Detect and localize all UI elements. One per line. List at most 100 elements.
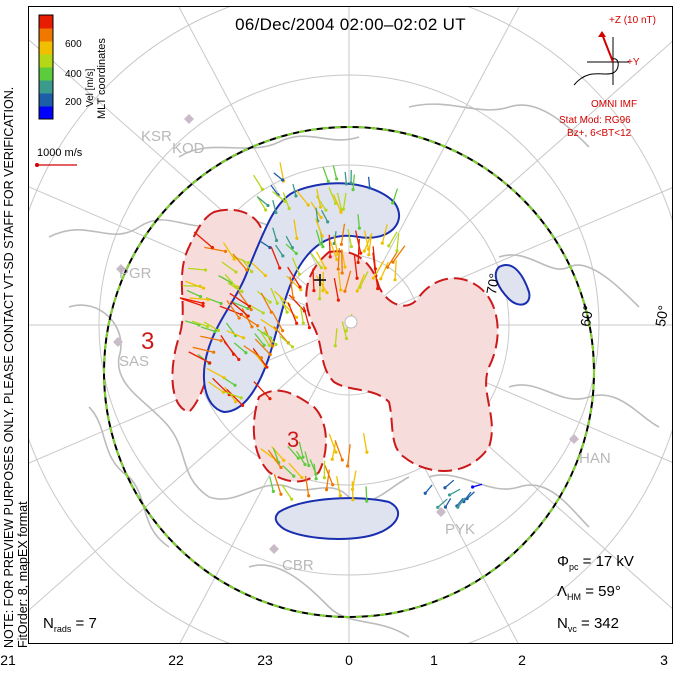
- velocity-vector: [224, 391, 242, 399]
- velocity-vector: [304, 451, 310, 466]
- velocity-vector-origin: [274, 238, 279, 243]
- mlt-tick-1: 1: [430, 652, 438, 668]
- velocity-vector-origin: [387, 244, 391, 248]
- velocity-vector: [257, 196, 269, 206]
- velocity-vector: [362, 432, 368, 453]
- velocity-vector: [392, 245, 406, 263]
- velocity-vector-origin: [356, 260, 360, 265]
- velocity-vector: [328, 187, 337, 204]
- velocity-vector: [347, 228, 353, 247]
- mlt-tick-21: 21: [0, 652, 16, 668]
- velocity-vector: [274, 290, 290, 306]
- velocity-vector: [437, 498, 448, 508]
- velocity-vector: [253, 174, 263, 190]
- velocity-vector-origin: [295, 315, 299, 320]
- velocity-vector-origin: [339, 288, 343, 292]
- velocity-vector: [241, 308, 253, 328]
- velocity-vector: [273, 172, 284, 181]
- velocity-vector-origin: [391, 260, 395, 264]
- velocity-vector: [313, 463, 317, 479]
- vector-count: Nvc = 342: [557, 615, 619, 634]
- velocity-vector: [229, 292, 250, 307]
- velocity-vector-origin: [283, 199, 287, 203]
- velocity-vector: [288, 462, 303, 478]
- radar-sas: SAS: [119, 353, 150, 370]
- velocity-vector: [315, 218, 323, 237]
- scale-vector-label: 1000 m/s: [37, 147, 83, 159]
- velocity-vector-origin: [271, 344, 275, 348]
- radar-pgr: PGR: [119, 265, 152, 282]
- velocity-vector-origin: [343, 289, 347, 293]
- velocity-vector: [341, 248, 346, 268]
- velocity-vector-origin: [340, 271, 344, 275]
- velocity-vector-origin: [471, 485, 475, 489]
- velocity-vector-origin: [338, 494, 342, 498]
- velocity-vector: [315, 275, 328, 293]
- radar-marker-pyk: [436, 507, 446, 517]
- velocity-vector-origin: [234, 400, 238, 404]
- velocity-vector-origin: [376, 286, 380, 291]
- velocity-vector-origin: [357, 226, 361, 230]
- velocity-vector: [279, 335, 293, 348]
- velocity-vector-origin: [222, 376, 226, 380]
- colorbar-segment: [39, 41, 53, 55]
- velocity-vector: [344, 171, 348, 184]
- velocity-vector-origin: [324, 208, 328, 212]
- velocity-vector-origin: [295, 236, 299, 240]
- velocity-vector: [328, 433, 337, 453]
- velocity-vector: [203, 321, 219, 332]
- velocity-vector-origin: [279, 465, 283, 470]
- velocity-vector: [337, 248, 340, 270]
- velocity-vector: [270, 184, 279, 196]
- velocity-vector-origin: [262, 343, 266, 347]
- imf-dial: [573, 31, 629, 86]
- velocity-vector-origin: [344, 336, 349, 341]
- velocity-vector-origin: [299, 288, 303, 292]
- velocity-vector-origin: [336, 267, 340, 271]
- velocity-vector: [260, 292, 272, 313]
- velocity-vector-origin: [436, 505, 440, 509]
- velocity-vector-origin: [268, 245, 272, 250]
- velocity-vector: [357, 214, 361, 229]
- velocity-vector: [336, 192, 343, 211]
- velocity-vector: [352, 174, 355, 190]
- velocity-vector-origin: [221, 390, 226, 394]
- velocity-vector: [337, 271, 342, 291]
- velocity-vector: [365, 486, 368, 502]
- map-title: 06/Dec/2004 02:00–02:02 UT: [235, 15, 466, 34]
- velocity-vector: [357, 238, 360, 263]
- velocity-vector: [346, 444, 351, 467]
- velocity-vector: [259, 329, 270, 346]
- radar-ksr: KSR: [141, 128, 172, 145]
- velocity-vector-origin: [339, 210, 343, 214]
- velocity-vector: [341, 321, 348, 339]
- velocity-vector-origin: [368, 186, 372, 190]
- velocity-vector-origin: [250, 270, 254, 274]
- velocity-vector-origin: [281, 178, 285, 182]
- velocity-vector-origin: [335, 177, 339, 181]
- velocity-vector: [269, 476, 274, 492]
- velocity-vector-origin: [318, 242, 323, 246]
- velocity-vector: [281, 484, 293, 500]
- velocity-vector-origin: [366, 247, 371, 251]
- velocity-vector: [285, 243, 297, 254]
- velocity-vector-origin: [362, 249, 366, 253]
- velocity-vector-origin: [339, 242, 343, 246]
- velocity-vector: [224, 274, 237, 288]
- velocity-vector: [240, 313, 258, 327]
- velocity-vector: [315, 229, 322, 245]
- velocity-vector-origin: [385, 265, 390, 269]
- velocity-vector-origin: [203, 268, 208, 272]
- velocity-vector: [386, 249, 399, 268]
- velocity-vector-origin: [246, 261, 251, 265]
- velocity-vector-origin: [443, 505, 448, 509]
- velocity-vector-origin: [212, 350, 216, 354]
- velocity-colorbar: [38, 14, 54, 120]
- velocity-vector-origin: [380, 241, 384, 245]
- velocity-vector: [188, 351, 211, 364]
- velocity-vector: [295, 450, 306, 465]
- velocity-vector-origin: [456, 505, 460, 509]
- map-frame: 3 3 06/Dec/2004 02:00–02:02 UT 600 400 2…: [28, 6, 673, 644]
- velocity-vector-origin: [216, 328, 221, 333]
- velocity-vector-origin: [367, 253, 371, 257]
